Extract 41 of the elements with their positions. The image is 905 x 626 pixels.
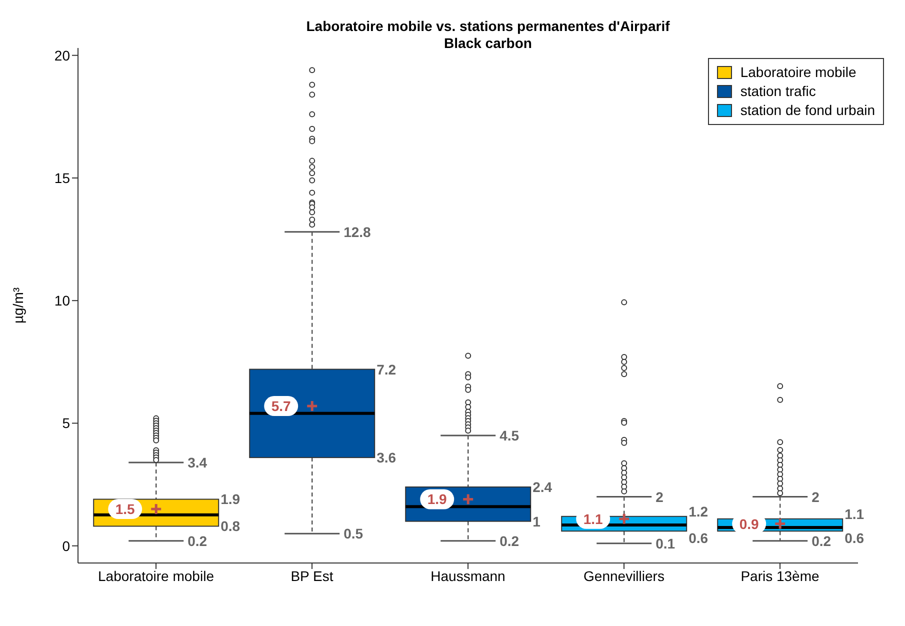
x-tick-label: BP Est xyxy=(290,568,334,584)
annotation: 0.2 xyxy=(812,532,832,549)
y-axis-title: µg/m³ xyxy=(10,287,26,324)
x-tick-label: Laboratoire mobile xyxy=(98,568,214,584)
annotation: 2 xyxy=(812,488,820,505)
annotation: 3.6 xyxy=(376,450,396,466)
y-tick-label: 10 xyxy=(54,292,70,309)
annotation: 3.4 xyxy=(188,454,208,470)
annotation: 0.9 xyxy=(739,516,760,532)
annotation: 0.2 xyxy=(188,532,208,549)
annotation: 5.7 xyxy=(271,398,292,414)
annotation: 1 xyxy=(532,513,541,530)
annotation: 2.4 xyxy=(532,478,552,495)
chart-title: Laboratoire mobile vs. stations permanentes d'Airparif xyxy=(305,18,671,35)
annotation: 1.1 xyxy=(583,510,604,527)
annotation: 0.6 xyxy=(844,530,864,546)
annotation: 1.1 xyxy=(844,506,864,522)
x-tick-label: Haussmann xyxy=(430,568,506,584)
annotation: 1.5 xyxy=(115,501,136,518)
legend-label: station trafic xyxy=(740,82,816,101)
y-tick-label: 0 xyxy=(62,538,70,554)
chart-subtitle: Black carbon xyxy=(443,35,533,52)
annotation: 1.2 xyxy=(688,503,708,520)
legend-label: station de fond urbain xyxy=(740,101,875,120)
annotation: 0.2 xyxy=(500,532,520,549)
annotation: 0.1 xyxy=(656,535,676,552)
annotation: 2 xyxy=(656,488,664,505)
annotation: 7.2 xyxy=(376,361,396,378)
annotation: 12.8 xyxy=(344,224,372,240)
annotation: 0.8 xyxy=(220,518,240,534)
y-tick-label: 20 xyxy=(54,47,70,64)
y-tick-label: 15 xyxy=(54,170,70,186)
x-tick-label: Gennevilliers xyxy=(584,568,664,584)
x-tick-label: Paris 13ème xyxy=(740,568,820,584)
annotation: 0.5 xyxy=(344,526,364,542)
y-tick-label: 5 xyxy=(62,415,70,432)
legend-label: Laboratoire mobile xyxy=(740,63,856,82)
annotation: 1.9 xyxy=(427,491,448,508)
annotation: 1.9 xyxy=(220,491,240,508)
annotation: 0.6 xyxy=(688,530,708,546)
annotation: 4.5 xyxy=(500,427,520,444)
